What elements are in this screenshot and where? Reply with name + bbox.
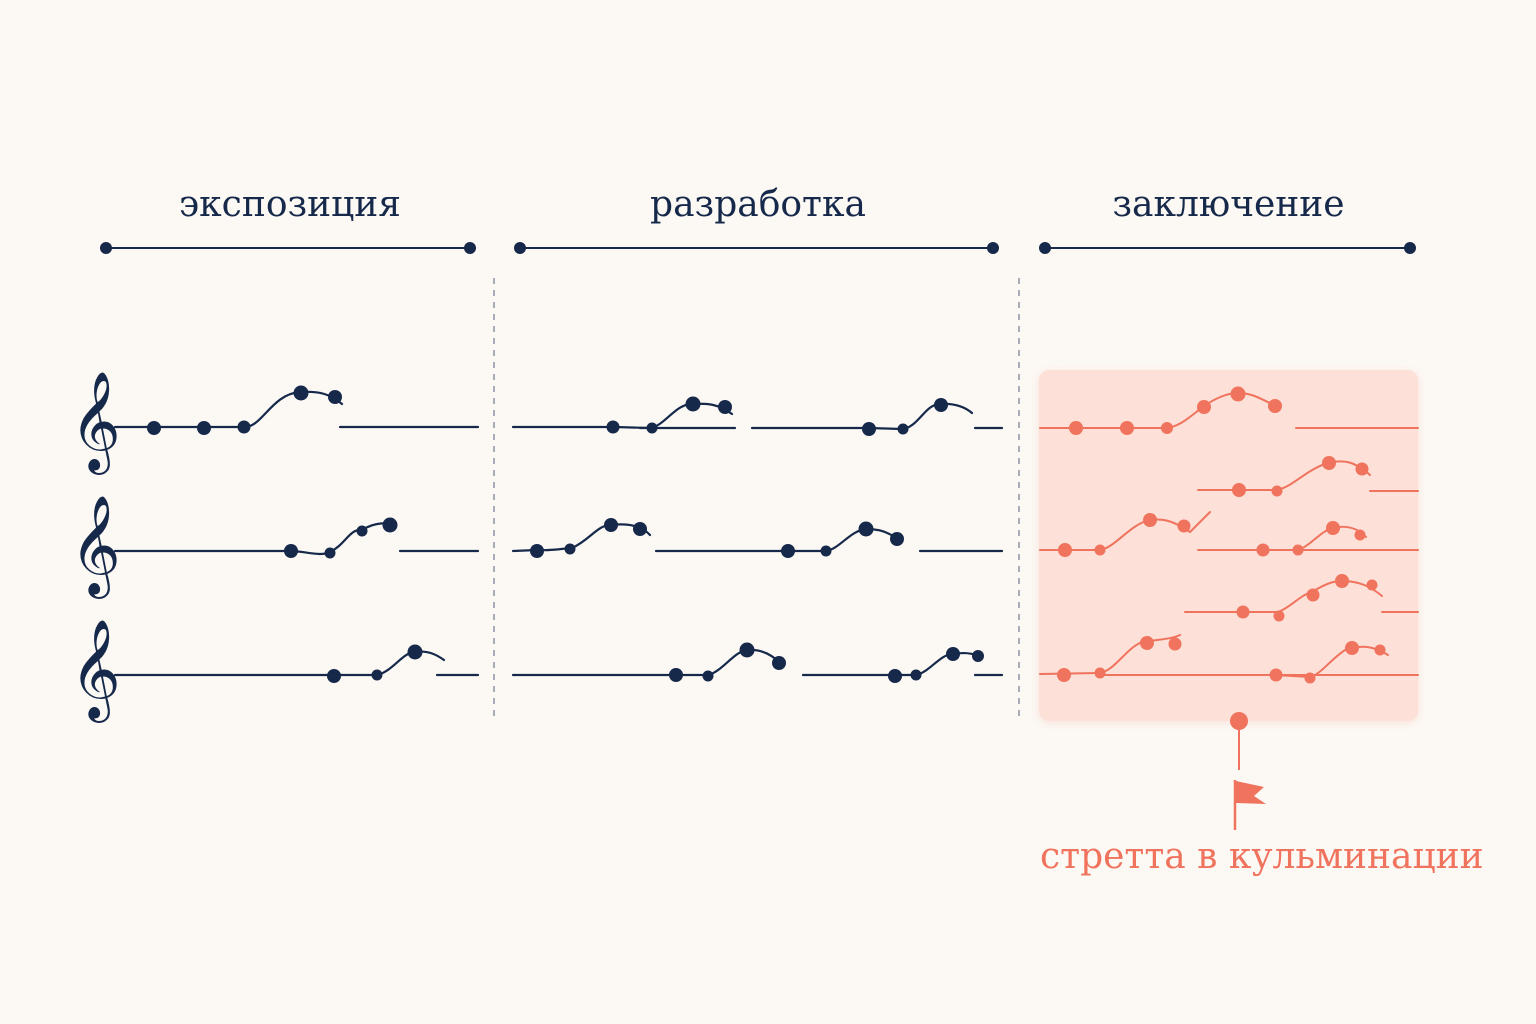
callout-pin-dot bbox=[1230, 712, 1248, 730]
flag-icon bbox=[1233, 780, 1266, 830]
section-title-conclusion: заключение bbox=[1112, 184, 1345, 225]
section-title-exposition: экспозиция bbox=[179, 184, 401, 225]
stretto-voice-4 bbox=[1184, 579, 1383, 613]
timeline-conclusion bbox=[1039, 242, 1416, 254]
stretto-highlight-box bbox=[1039, 370, 1418, 721]
voice-2-development-a bbox=[511, 523, 652, 553]
voice-3-development-b bbox=[893, 651, 980, 677]
stretto-callout bbox=[1230, 712, 1266, 830]
voice-1-exposition bbox=[113, 390, 344, 429]
treble-clef-icon: 𝄞 bbox=[70, 371, 121, 471]
stretto-voice-1 bbox=[1039, 391, 1276, 429]
stretto-voice-5 bbox=[1039, 634, 1181, 675]
treble-clef-icon: 𝄞 bbox=[70, 619, 121, 719]
timeline-development bbox=[514, 242, 999, 254]
stretto-label: стретта в кульминации bbox=[1040, 836, 1484, 877]
notes-dark bbox=[147, 385, 984, 683]
treble-clef-icon: 𝄞 bbox=[70, 495, 121, 595]
voice-1-development-b bbox=[866, 402, 974, 431]
section-title-development: разработка bbox=[650, 184, 866, 225]
voice-2-development-b bbox=[786, 527, 899, 553]
timeline-exposition bbox=[100, 242, 476, 254]
notes-coral bbox=[1057, 386, 1386, 684]
